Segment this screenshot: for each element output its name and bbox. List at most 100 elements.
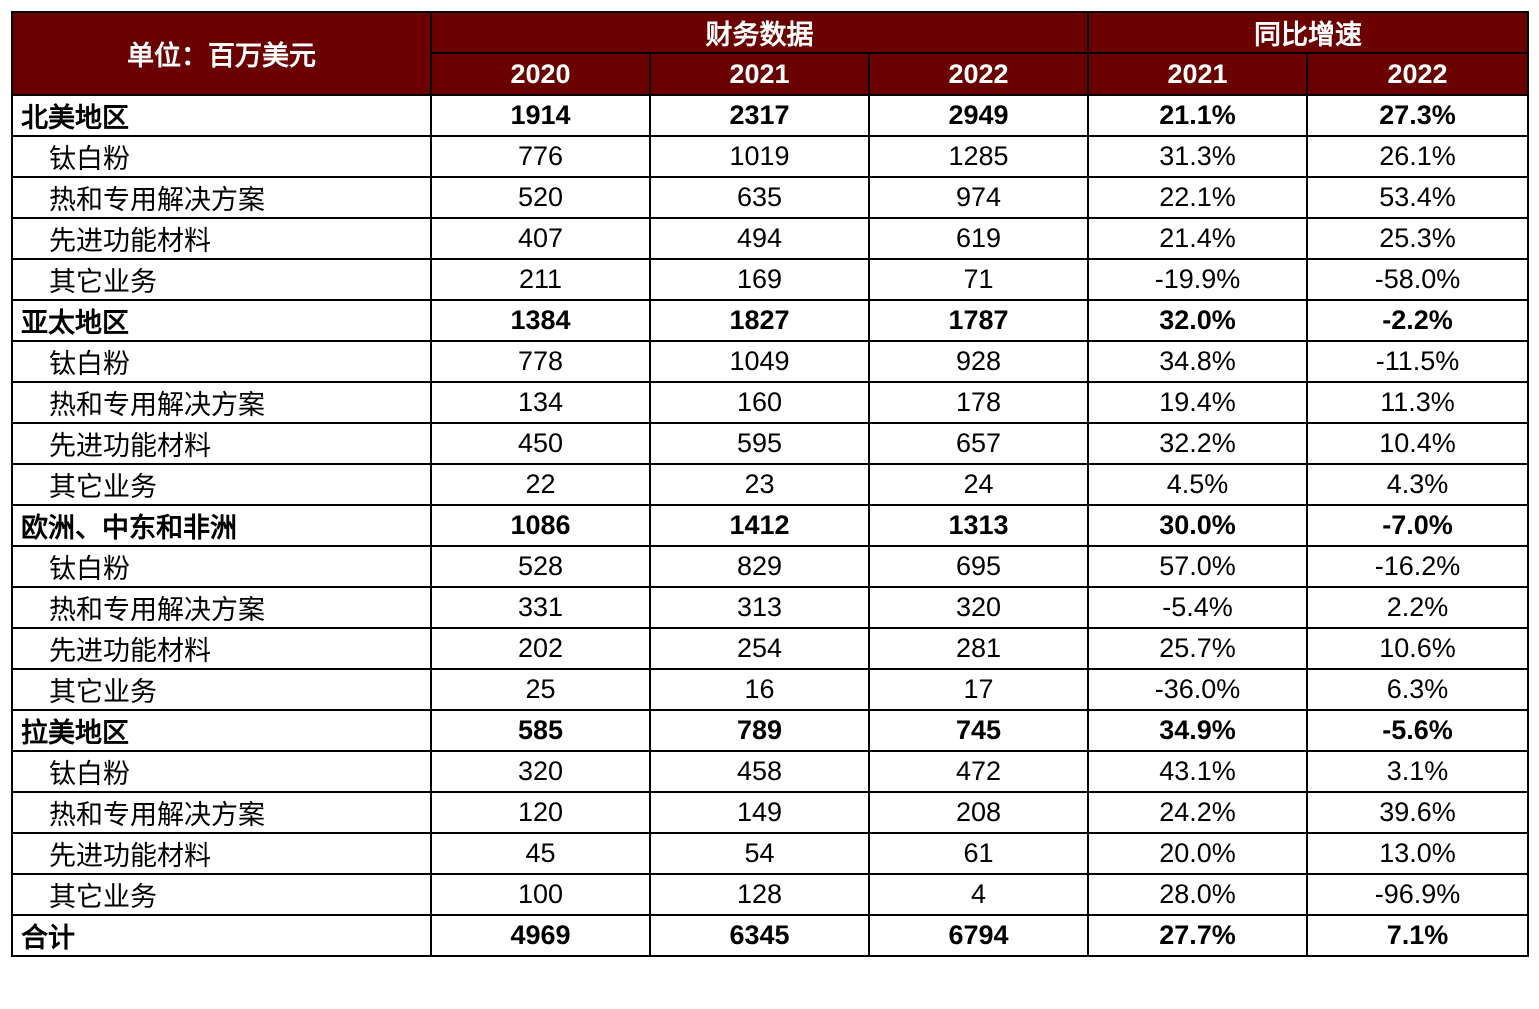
financial-table-container: 单位：百万美元 财务数据 同比增速 2020 2021 2022 2021 20… (11, 11, 1529, 957)
growth-cell: 31.3% (1087, 135, 1308, 178)
value-cell: 211 (430, 258, 651, 301)
value-cell: 1049 (649, 340, 870, 383)
table-row: 先进功能材料 202 254 281 25.7% 10.6% (11, 627, 1529, 670)
value-cell: 520 (430, 176, 651, 219)
table-row: 钛白粉 776 1019 1285 31.3% 26.1% (11, 135, 1529, 178)
group-header-financial-data: 财务数据 (430, 11, 1089, 54)
growth-cell: 21.1% (1087, 94, 1308, 137)
value-cell: 928 (868, 340, 1089, 383)
growth-cell: 4.5% (1087, 463, 1308, 506)
row-label: 先进功能材料 (11, 217, 432, 260)
row-label: 其它业务 (11, 258, 432, 301)
table-row-region: 欧洲、中东和非洲 1086 1412 1313 30.0% -7.0% (11, 504, 1529, 547)
growth-cell: 22.1% (1087, 176, 1308, 219)
value-cell: 1914 (430, 94, 651, 137)
growth-cell: 3.1% (1306, 750, 1529, 793)
table-header: 单位：百万美元 财务数据 同比增速 2020 2021 2022 2021 20… (11, 11, 1529, 96)
table-row: 钛白粉 528 829 695 57.0% -16.2% (11, 545, 1529, 588)
growth-cell: 27.3% (1306, 94, 1529, 137)
year-header: 2021 (1087, 52, 1308, 96)
table-row-region: 拉美地区 585 789 745 34.9% -5.6% (11, 709, 1529, 752)
table-row: 钛白粉 778 1049 928 34.8% -11.5% (11, 340, 1529, 383)
value-cell: 120 (430, 791, 651, 834)
row-label: 其它业务 (11, 873, 432, 916)
growth-cell: -5.4% (1087, 586, 1308, 629)
growth-cell: -2.2% (1306, 299, 1529, 342)
growth-cell: -16.2% (1306, 545, 1529, 588)
value-cell: 635 (649, 176, 870, 219)
table-body: 北美地区 1914 2317 2949 21.1% 27.3% 钛白粉 776 1019 1285… (11, 94, 1529, 957)
value-cell: 1019 (649, 135, 870, 178)
growth-cell: -5.6% (1306, 709, 1529, 752)
value-cell: 320 (868, 586, 1089, 629)
row-label: 拉美地区 (11, 709, 432, 752)
value-cell: 1285 (868, 135, 1089, 178)
value-cell: 281 (868, 627, 1089, 670)
growth-cell: 13.0% (1306, 832, 1529, 875)
growth-cell: 10.6% (1306, 627, 1529, 670)
growth-cell: 39.6% (1306, 791, 1529, 834)
row-label: 北美地区 (11, 94, 432, 137)
row-label: 热和专用解决方案 (11, 176, 432, 219)
row-label: 亚太地区 (11, 299, 432, 342)
value-cell: 128 (649, 873, 870, 916)
value-cell: 100 (430, 873, 651, 916)
value-cell: 313 (649, 586, 870, 629)
value-cell: 4969 (430, 914, 651, 957)
row-label: 合计 (11, 914, 432, 957)
value-cell: 619 (868, 217, 1089, 260)
growth-cell: -96.9% (1306, 873, 1529, 916)
unit-label-header: 单位：百万美元 (11, 11, 432, 96)
growth-cell: 2.2% (1306, 586, 1529, 629)
growth-cell: 57.0% (1087, 545, 1308, 588)
value-cell: 23 (649, 463, 870, 506)
value-cell: 745 (868, 709, 1089, 752)
value-cell: 494 (649, 217, 870, 260)
value-cell: 407 (430, 217, 651, 260)
value-cell: 450 (430, 422, 651, 465)
growth-cell: 34.8% (1087, 340, 1308, 383)
value-cell: 974 (868, 176, 1089, 219)
growth-cell: 21.4% (1087, 217, 1308, 260)
value-cell: 320 (430, 750, 651, 793)
growth-cell: 11.3% (1306, 381, 1529, 424)
value-cell: 6345 (649, 914, 870, 957)
value-cell: 2949 (868, 94, 1089, 137)
table-row: 热和专用解决方案 120 149 208 24.2% 39.6% (11, 791, 1529, 834)
value-cell: 1086 (430, 504, 651, 547)
value-cell: 22 (430, 463, 651, 506)
value-cell: 45 (430, 832, 651, 875)
growth-cell: 28.0% (1087, 873, 1308, 916)
value-cell: 16 (649, 668, 870, 711)
value-cell: 789 (649, 709, 870, 752)
value-cell: 208 (868, 791, 1089, 834)
value-cell: 4 (868, 873, 1089, 916)
growth-cell: -11.5% (1306, 340, 1529, 383)
table-row-region: 亚太地区 1384 1827 1787 32.0% -2.2% (11, 299, 1529, 342)
row-label: 其它业务 (11, 668, 432, 711)
value-cell: 331 (430, 586, 651, 629)
growth-cell: 25.7% (1087, 627, 1308, 670)
value-cell: 6794 (868, 914, 1089, 957)
row-label: 热和专用解决方案 (11, 381, 432, 424)
value-cell: 1827 (649, 299, 870, 342)
year-header: 2022 (868, 52, 1089, 96)
row-label: 热和专用解决方案 (11, 791, 432, 834)
table-row-region: 北美地区 1914 2317 2949 21.1% 27.3% (11, 94, 1529, 137)
value-cell: 528 (430, 545, 651, 588)
value-cell: 17 (868, 668, 1089, 711)
growth-cell: 10.4% (1306, 422, 1529, 465)
year-header: 2021 (649, 52, 870, 96)
value-cell: 695 (868, 545, 1089, 588)
value-cell: 458 (649, 750, 870, 793)
value-cell: 472 (868, 750, 1089, 793)
growth-cell: 4.3% (1306, 463, 1529, 506)
value-cell: 1384 (430, 299, 651, 342)
growth-cell: 32.2% (1087, 422, 1308, 465)
value-cell: 778 (430, 340, 651, 383)
value-cell: 24 (868, 463, 1089, 506)
table-row: 热和专用解决方案 134 160 178 19.4% 11.3% (11, 381, 1529, 424)
growth-cell: 53.4% (1306, 176, 1529, 219)
table-row: 热和专用解决方案 331 313 320 -5.4% 2.2% (11, 586, 1529, 629)
growth-cell: 25.3% (1306, 217, 1529, 260)
